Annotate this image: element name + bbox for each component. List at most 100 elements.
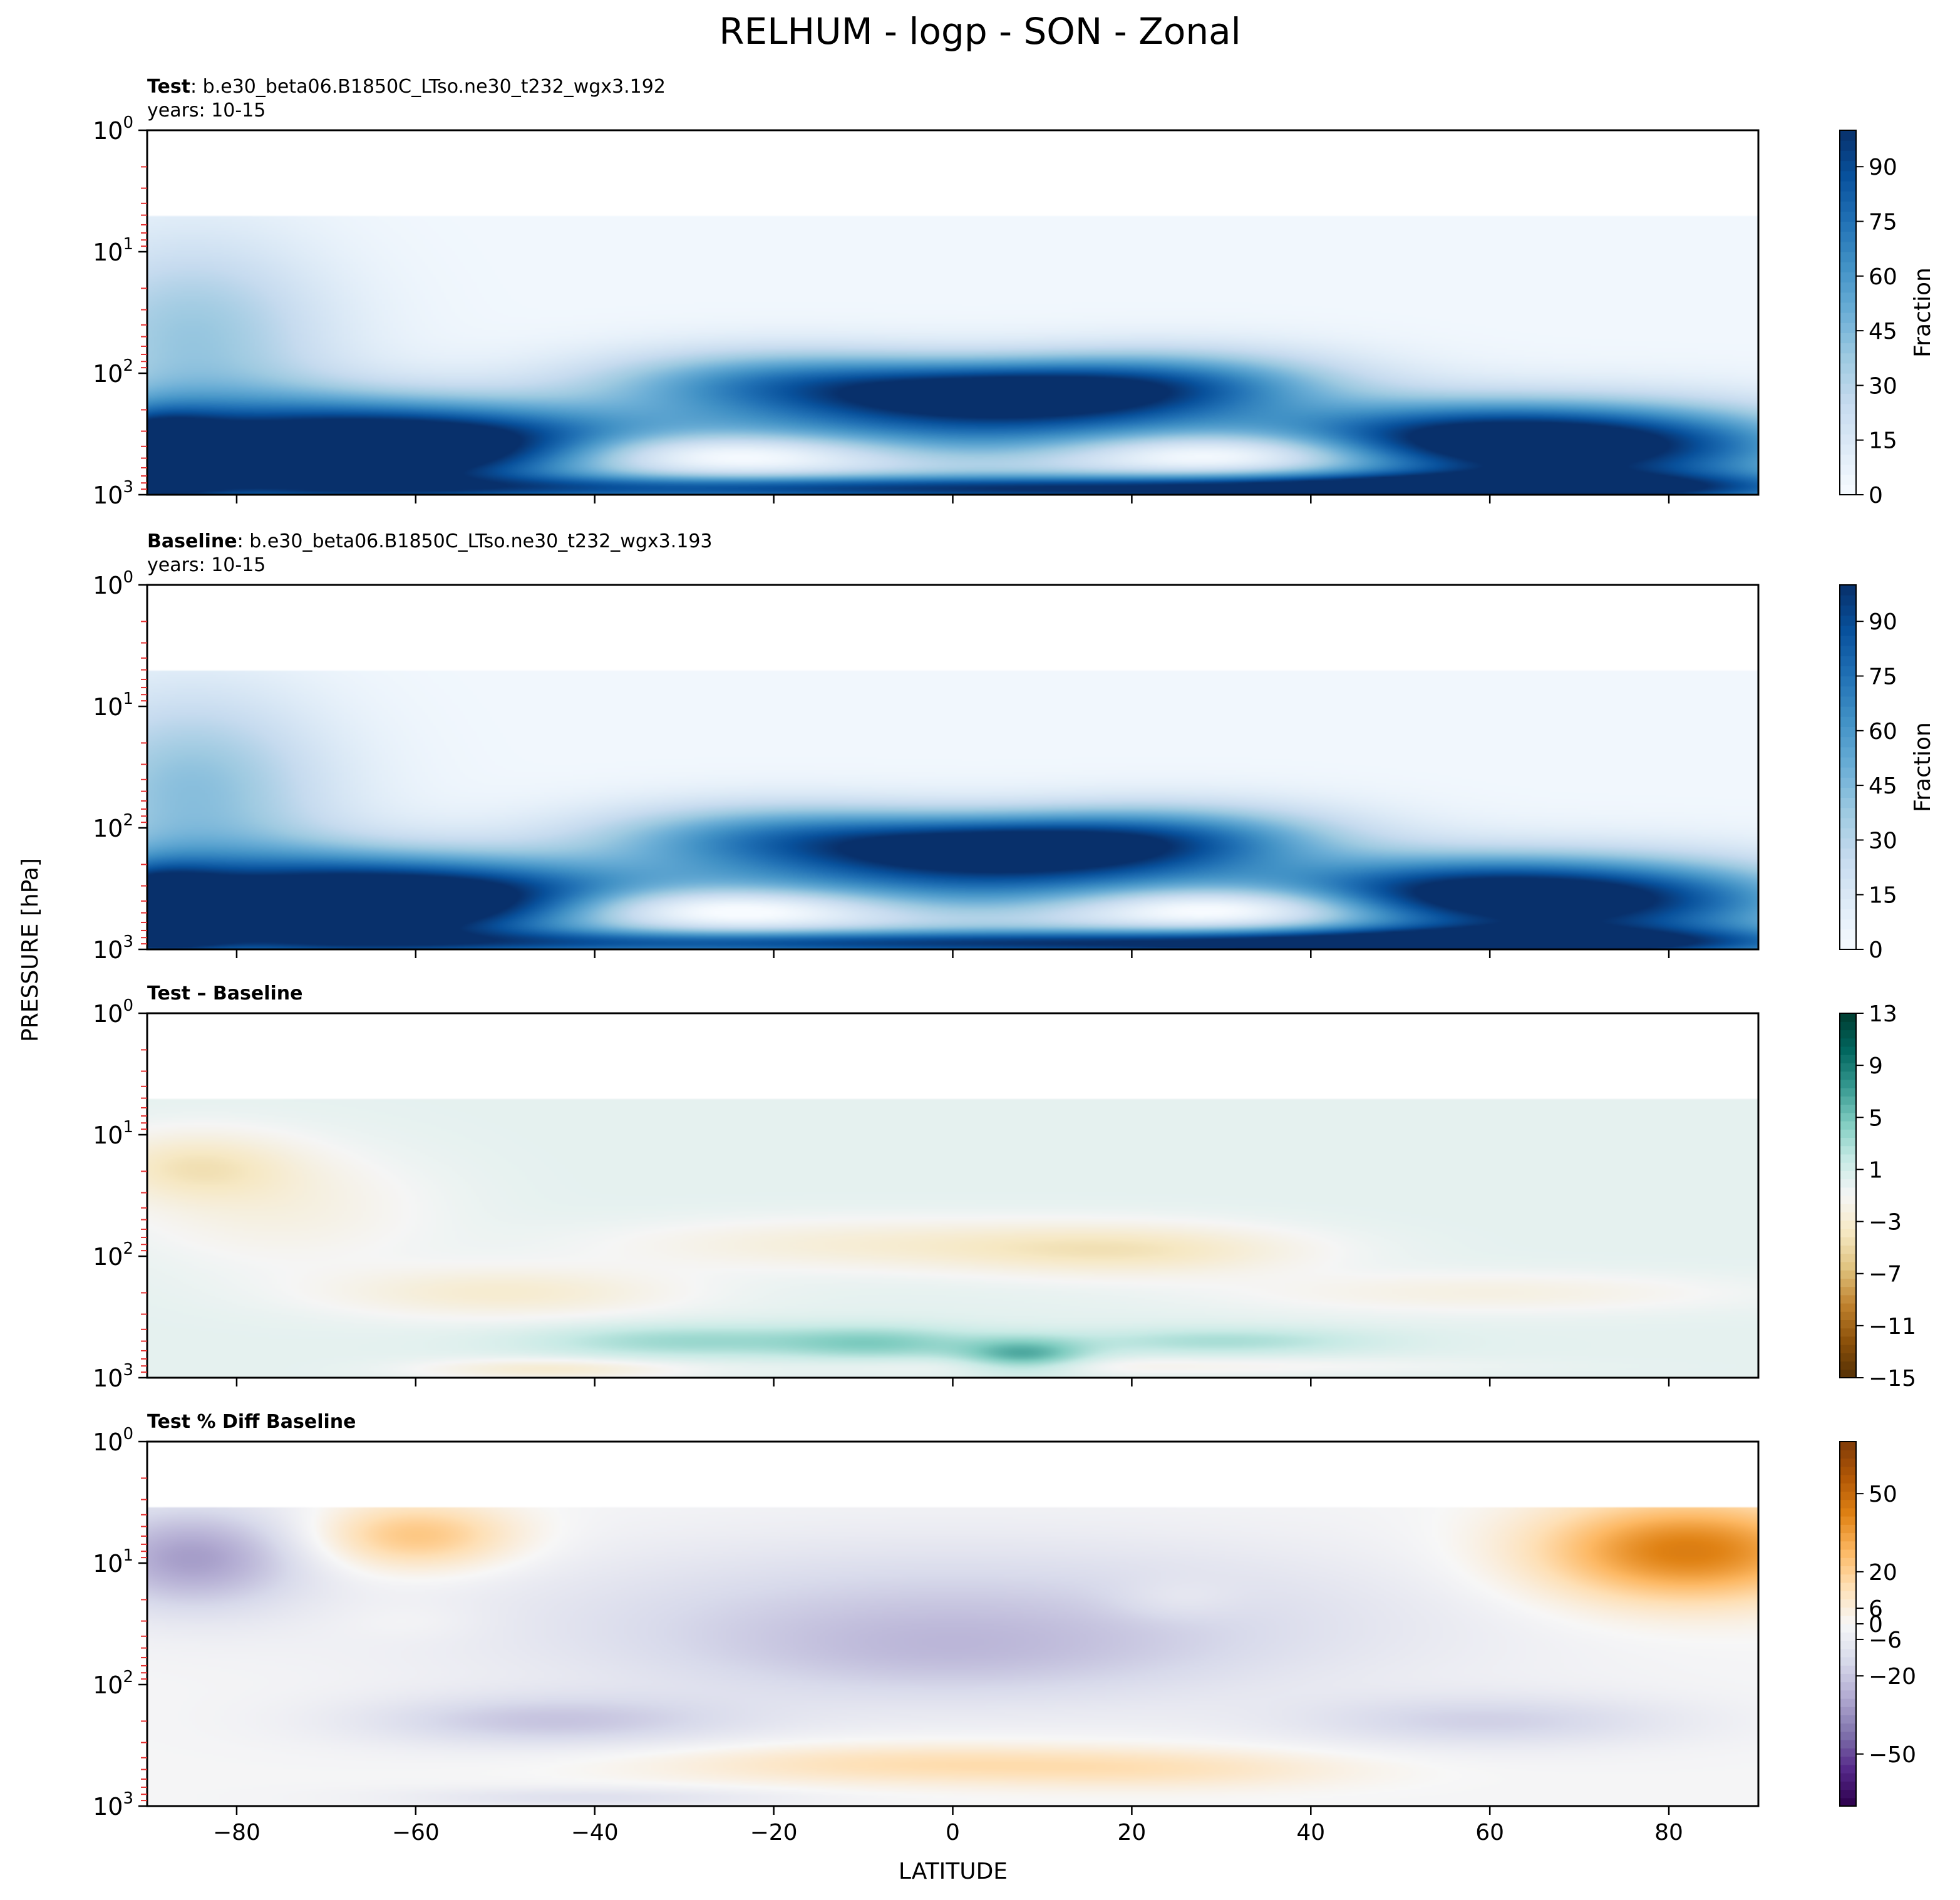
colorbar-band <box>1840 1088 1856 1097</box>
colorbar-band <box>1840 1345 1856 1353</box>
colorbar-band <box>1840 1773 1856 1782</box>
colorbar-tick-label: 13 <box>1869 1001 1897 1027</box>
colorbar-band <box>1840 1030 1856 1039</box>
colorbar-tick-label: 15 <box>1869 428 1897 454</box>
x-tick-label: −40 <box>571 1820 619 1846</box>
x-tick-label: 80 <box>1654 1820 1683 1846</box>
colorbar-band <box>1840 302 1856 313</box>
colorbar-band <box>1840 625 1856 636</box>
colorbar-band <box>1840 1187 1856 1196</box>
colorbar-tick-label: −6 <box>1869 1628 1902 1653</box>
colorbar-pctdiff: −50 −20 −606 20 50 <box>1839 1441 1916 1807</box>
colorbar-band <box>1840 1038 1856 1047</box>
colorbar-band <box>1840 828 1856 839</box>
panel-subtitle-baseline: years: 10-15 <box>147 554 266 576</box>
y-tick-base: 10 <box>93 1793 123 1820</box>
y-tick-exp: 0 <box>123 996 133 1015</box>
colorbar-band <box>1840 848 1856 859</box>
colorbar-band <box>1840 434 1856 445</box>
colorbar-band <box>1840 1071 1856 1080</box>
panel-test: Test: b.e30_beta06.B1850C_LTso.ne30_t232… <box>93 76 1936 509</box>
y-tick-label: 103 <box>93 1789 133 1820</box>
colorbar-tick-label: 6 <box>1869 1596 1883 1622</box>
colorbar-band <box>1840 1756 1856 1765</box>
colorbar-band <box>1840 899 1856 909</box>
colorbar-tick-label: 60 <box>1869 264 1897 290</box>
colorbar-band <box>1840 838 1856 849</box>
colorbar-band <box>1840 767 1856 778</box>
y-tick-label: 102 <box>93 1239 133 1271</box>
colorbar-band <box>1840 343 1856 354</box>
colorbar-band <box>1840 1145 1856 1155</box>
colorbar-band <box>1840 1640 1856 1650</box>
colorbar-band <box>1840 1624 1856 1633</box>
y-tick-base: 10 <box>93 1550 123 1577</box>
panel-title-bold: Test <box>147 76 190 98</box>
colorbar-band <box>1840 1690 1856 1699</box>
y-tick-label: 101 <box>93 1546 133 1577</box>
colorbar-band <box>1840 1458 1856 1467</box>
colorbar-band <box>1840 1474 1856 1484</box>
colorbar-band <box>1840 615 1856 626</box>
colorbar-band <box>1840 1294 1856 1304</box>
colorbar-band <box>1840 868 1856 879</box>
colorbar-band <box>1840 383 1856 394</box>
colorbar-band <box>1840 262 1856 272</box>
colorbar-band <box>1840 1648 1856 1658</box>
panel-title-baseline: Baseline: b.e30_beta06.B1850C_LTso.ne30_… <box>147 530 713 552</box>
colorbar-band <box>1840 1120 1856 1130</box>
colorbar-band <box>1840 746 1856 758</box>
colorbar-band <box>1840 1154 1856 1163</box>
heatmap-field-baseline <box>147 585 1758 949</box>
y-tick-exp: 2 <box>123 356 133 375</box>
colorbar-tick-label: 75 <box>1869 664 1897 690</box>
panel-title-bold: Test % Diff Baseline <box>147 1411 356 1433</box>
colorbar-band <box>1840 464 1856 475</box>
y-tick-exp: 0 <box>123 568 133 587</box>
colorbar-band <box>1840 423 1856 435</box>
colorbar-band <box>1840 1096 1856 1105</box>
colorbar-band <box>1840 878 1856 889</box>
colorbar-band <box>1840 706 1856 717</box>
y-tick-exp: 3 <box>123 1361 133 1380</box>
colorbar-band <box>1840 1204 1856 1213</box>
colorbar-frame <box>1839 1013 1857 1378</box>
colorbar-band <box>1840 292 1856 303</box>
colorbar-band <box>1840 1781 1856 1790</box>
colorbar-band <box>1840 585 1856 596</box>
x-tick-label: 0 <box>946 1820 960 1846</box>
y-tick-exp: 2 <box>123 811 133 830</box>
y-tick-base: 10 <box>93 936 123 964</box>
colorbar-band <box>1840 1566 1856 1575</box>
colorbar-band <box>1840 605 1856 616</box>
colorbar-band <box>1840 1591 1856 1599</box>
y-tick-label: 101 <box>93 235 133 266</box>
y-tick-exp: 1 <box>123 1546 133 1565</box>
colorbar-band <box>1840 231 1856 242</box>
y-tick-label: 101 <box>93 1118 133 1149</box>
colorbar-tick-label: −15 <box>1869 1366 1916 1391</box>
colorbar-band <box>1840 1162 1856 1171</box>
colorbar-band <box>1840 1311 1856 1321</box>
colorbar-band <box>1840 484 1856 495</box>
colorbar-band <box>1840 1170 1856 1180</box>
colorbar-band <box>1840 1516 1856 1525</box>
colorbar-band <box>1840 1541 1856 1550</box>
panel-title-bold: Baseline <box>147 530 237 552</box>
colorbar-band <box>1840 1723 1856 1732</box>
colorbar-band <box>1840 241 1856 252</box>
x-tick-label: 60 <box>1475 1820 1504 1846</box>
y-tick-base: 10 <box>93 239 123 266</box>
panel-title-bold: Test – Baseline <box>147 983 303 1004</box>
y-tick-base: 10 <box>93 1243 123 1271</box>
colorbar-band <box>1840 1112 1856 1122</box>
colorbar-band <box>1840 393 1856 405</box>
panel-pctdiff: Test % Diff Baseline−80 −60 −40 −20 0 20 40 60 8… <box>93 1411 1916 1846</box>
colorbar-tick-label: 60 <box>1869 719 1897 745</box>
y-tick-base: 10 <box>93 482 123 509</box>
colorbar-band <box>1840 1336 1856 1345</box>
colorbar-test: 0 15 30 45 60 75 90 Fraction <box>1839 130 1936 509</box>
colorbar-band <box>1840 221 1856 232</box>
